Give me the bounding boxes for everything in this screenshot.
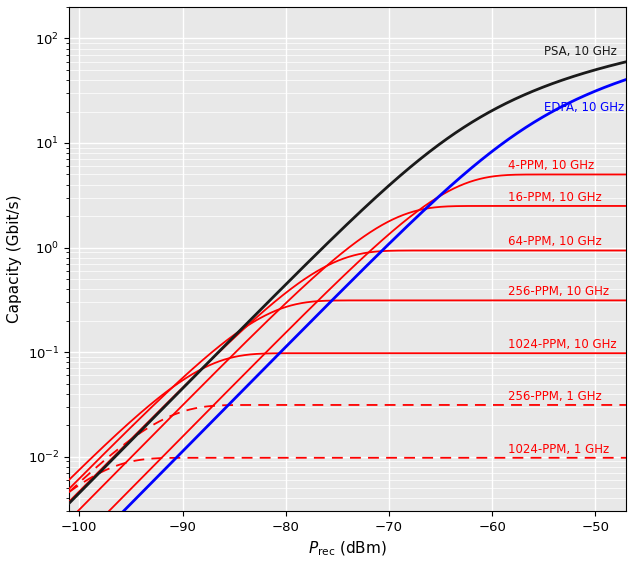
Text: EDFA, 10 GHz: EDFA, 10 GHz	[544, 101, 624, 114]
Text: 1024-PPM, 1 GHz: 1024-PPM, 1 GHz	[508, 442, 609, 455]
Text: 4-PPM, 10 GHz: 4-PPM, 10 GHz	[508, 159, 594, 172]
Text: 256-PPM, 10 GHz: 256-PPM, 10 GHz	[508, 285, 609, 298]
Text: 256-PPM, 1 GHz: 256-PPM, 1 GHz	[508, 390, 602, 403]
Y-axis label: Capacity (Gbit/s): Capacity (Gbit/s)	[7, 195, 22, 323]
Text: 1024-PPM, 10 GHz: 1024-PPM, 10 GHz	[508, 338, 616, 351]
Text: PSA, 10 GHz: PSA, 10 GHz	[544, 45, 616, 58]
X-axis label: $P_{\mathrm{rec}}$ (dBm): $P_{\mathrm{rec}}$ (dBm)	[308, 540, 387, 558]
Text: 64-PPM, 10 GHz: 64-PPM, 10 GHz	[508, 235, 602, 248]
Text: 16-PPM, 10 GHz: 16-PPM, 10 GHz	[508, 191, 602, 204]
